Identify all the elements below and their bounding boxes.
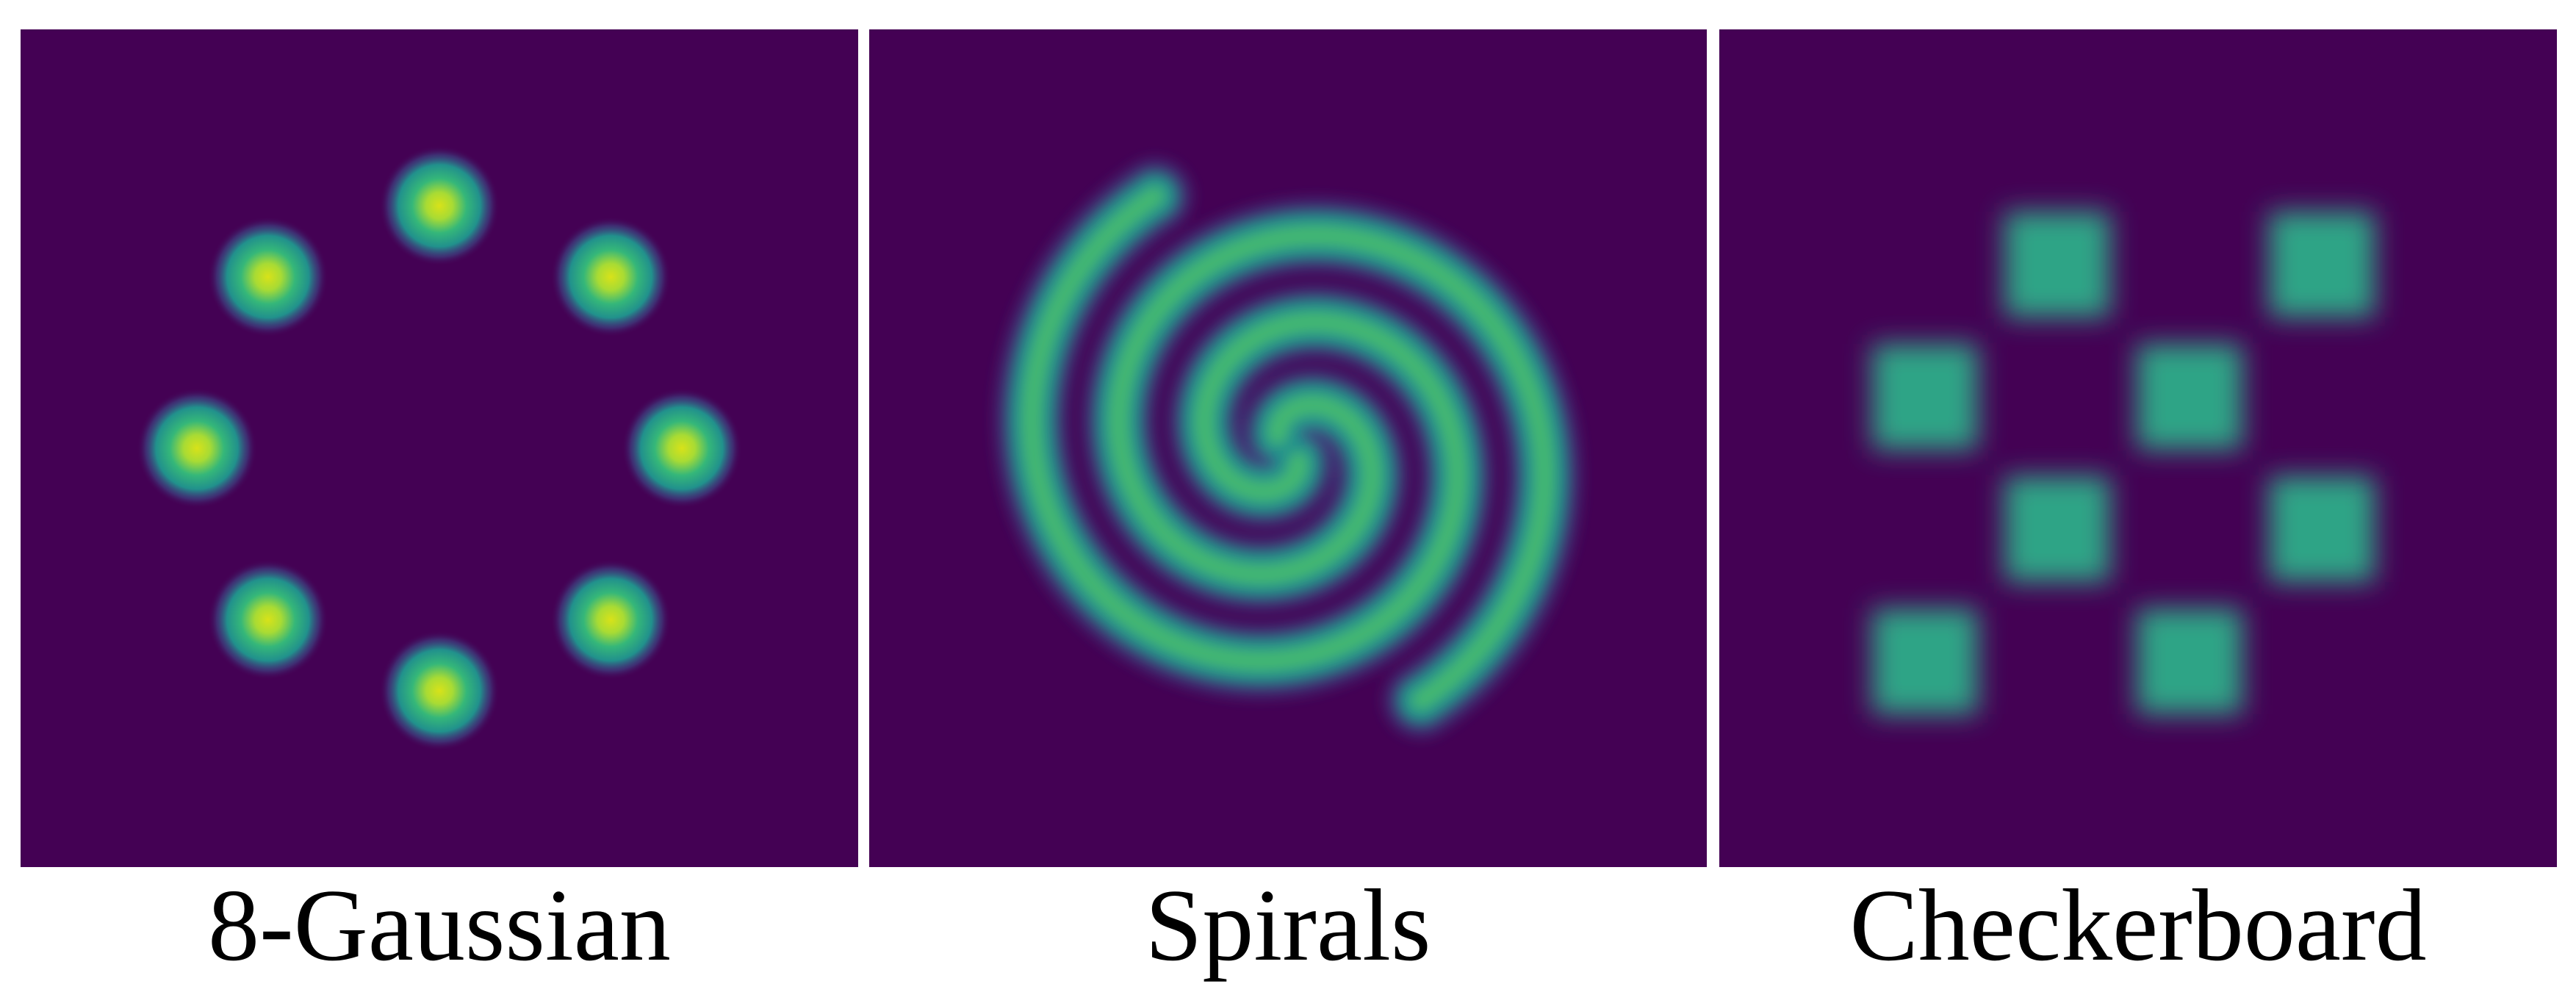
caption-8-gaussian: 8-Gaussian — [208, 869, 671, 982]
checker-square — [2137, 608, 2242, 714]
caption-spirals: Spirals — [1145, 869, 1431, 982]
checker-square — [1872, 608, 1978, 714]
gaussian-plot — [21, 29, 858, 867]
gaussian-blob — [379, 145, 500, 266]
checker-square — [2269, 212, 2375, 317]
checker-square — [2137, 344, 2242, 450]
gaussian-blob — [207, 216, 328, 337]
spiral-arm-a-core — [1022, 186, 1467, 671]
checkerboard-plot — [1719, 29, 2557, 867]
gaussian-blob — [207, 559, 328, 680]
gaussian-blob — [550, 559, 672, 680]
panel-8-gaussian — [21, 29, 858, 867]
panel-checkerboard — [1719, 29, 2557, 867]
gaussian-blob — [550, 216, 672, 337]
gaussian-blob — [137, 388, 257, 508]
checker-square — [1872, 344, 1978, 450]
spiral-arm-b-core — [1109, 226, 1554, 711]
spirals-plot — [869, 29, 1707, 867]
checker-square — [2004, 212, 2110, 317]
caption-checkerboard: Checkerboard — [1849, 869, 2427, 982]
gaussian-blob — [379, 630, 500, 751]
gaussian-blob — [622, 388, 742, 508]
panel-spirals — [869, 29, 1707, 867]
checker-square — [2004, 476, 2110, 582]
checker-square — [2269, 476, 2375, 582]
